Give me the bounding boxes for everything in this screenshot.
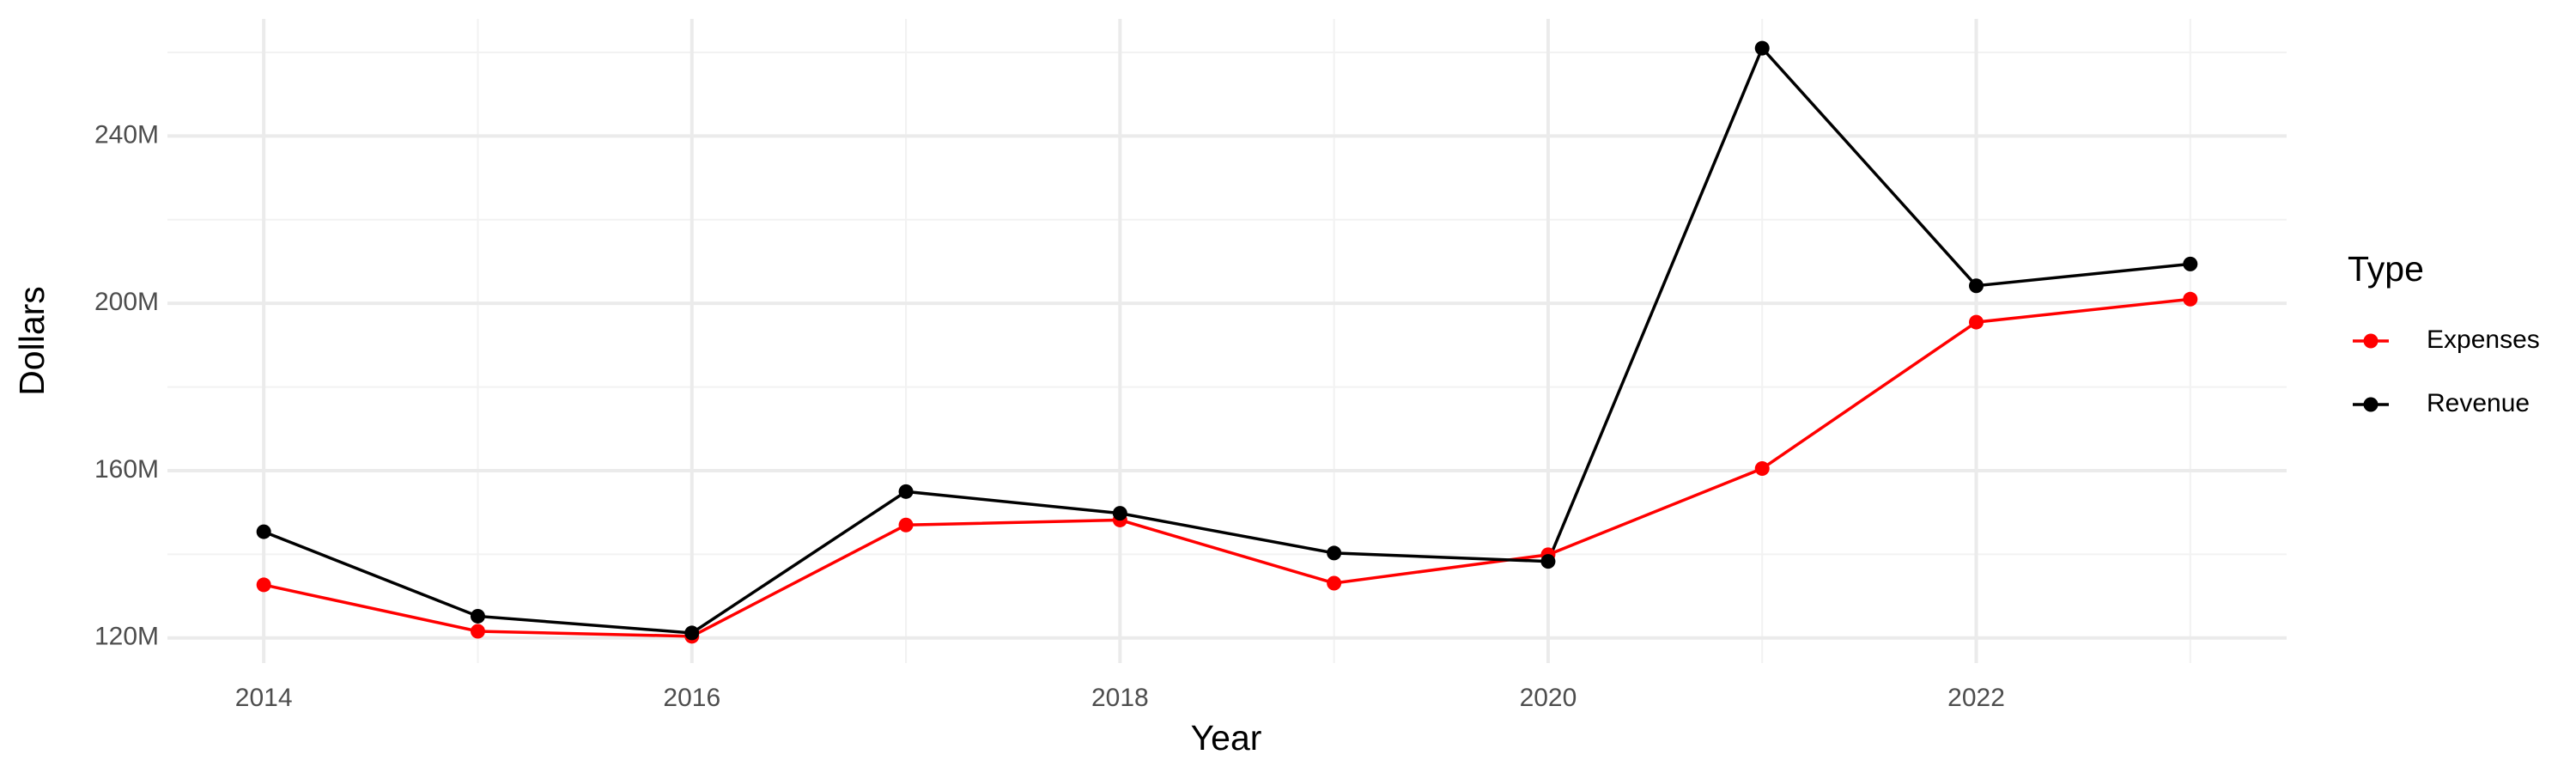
data-point bbox=[1754, 461, 1770, 477]
data-point bbox=[1327, 545, 1342, 561]
y-tick-label: 120M bbox=[94, 623, 159, 651]
data-point bbox=[1969, 278, 1984, 294]
x-tick-label: 2014 bbox=[235, 684, 293, 712]
data-point bbox=[470, 624, 485, 639]
legend-key-point bbox=[2363, 397, 2379, 412]
legend-label: Expenses bbox=[2427, 326, 2540, 354]
legend-label: Revenue bbox=[2427, 389, 2530, 417]
data-point bbox=[898, 517, 914, 533]
data-point bbox=[898, 484, 914, 499]
x-axis-title: Year bbox=[1191, 718, 1262, 758]
data-point bbox=[1327, 575, 1342, 591]
data-point bbox=[684, 625, 700, 641]
x-tick-label: 2022 bbox=[1947, 684, 2005, 712]
y-tick-label: 200M bbox=[94, 288, 159, 316]
data-point bbox=[256, 577, 271, 593]
data-point bbox=[1112, 506, 1127, 521]
y-tick-label: 240M bbox=[94, 120, 159, 149]
x-tick-label: 2020 bbox=[1520, 684, 1577, 712]
data-point bbox=[2183, 256, 2198, 271]
series-line bbox=[263, 297, 2191, 638]
legend-key-point bbox=[2363, 333, 2379, 349]
data-point bbox=[1540, 554, 1556, 569]
x-tick-label: 2016 bbox=[663, 684, 720, 712]
data-point bbox=[1754, 40, 1770, 56]
series-line bbox=[263, 45, 2190, 635]
data-point bbox=[256, 524, 271, 539]
data-point bbox=[1969, 314, 1984, 330]
y-tick-label: 160M bbox=[94, 455, 159, 484]
x-tick-label: 2018 bbox=[1091, 684, 1149, 712]
legend-title: Type bbox=[2348, 249, 2424, 289]
data-point bbox=[470, 608, 485, 624]
y-axis-title: Dollars bbox=[12, 286, 52, 396]
grid bbox=[167, 19, 2287, 663]
data-point bbox=[2183, 291, 2198, 307]
